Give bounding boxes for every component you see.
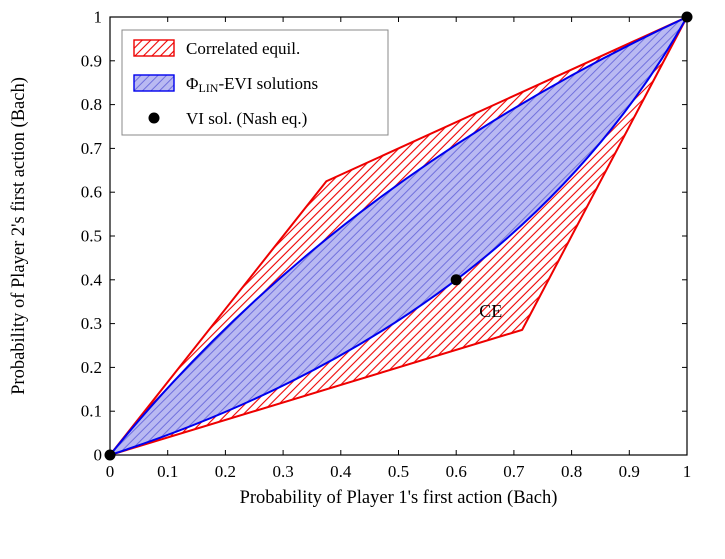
x-tick-label: 0.7 <box>503 462 525 481</box>
y-axis-title: Probability of Player 2's first action (… <box>9 77 29 395</box>
legend-label-evi-subscript: LIN <box>198 81 218 95</box>
y-tick-label: 0.3 <box>81 314 102 333</box>
vi-nash-point <box>104 449 116 461</box>
y-tick-label: 0 <box>94 446 103 465</box>
y-tick-label: 0.1 <box>81 402 102 421</box>
y-tick-label: 0.9 <box>81 51 102 70</box>
x-tick-label: 0.2 <box>215 462 236 481</box>
x-tick-label: 1 <box>683 462 692 481</box>
legend-label-evi-suffix: -EVI solutions <box>218 74 318 93</box>
x-tick-label: 0.9 <box>619 462 640 481</box>
y-tick-label: 0.2 <box>81 358 102 377</box>
ce-annotation: CE <box>479 301 502 321</box>
x-tick-label: 0.5 <box>388 462 409 481</box>
vi-nash-point <box>450 274 462 286</box>
legend-marker-vi <box>148 112 160 124</box>
vi-nash-point <box>681 11 693 23</box>
legend-label-correlated: Correlated equil. <box>186 39 300 58</box>
y-tick-label: 0.5 <box>81 227 102 246</box>
legend-swatch-evi <box>133 74 175 92</box>
x-tick-label: 0.1 <box>157 462 178 481</box>
y-tick-label: 0.4 <box>81 270 103 289</box>
legend-label-evi-phi: Φ <box>186 74 198 93</box>
y-tick-label: 1 <box>94 8 103 27</box>
y-tick-label: 0.7 <box>81 139 103 158</box>
legend-label-vi: VI sol. (Nash eq.) <box>186 109 307 128</box>
x-tick-label: 0 <box>106 462 115 481</box>
legend-label-evi: ΦLIN-EVI solutions <box>186 74 318 95</box>
x-tick-label: 0.6 <box>446 462 467 481</box>
y-tick-label: 0.8 <box>81 95 102 114</box>
x-tick-label: 0.3 <box>272 462 293 481</box>
y-tick-label: 0.6 <box>81 183 102 202</box>
x-axis-title: Probability of Player 1's first action (… <box>240 488 558 508</box>
x-tick-label: 0.4 <box>330 462 352 481</box>
x-tick-label: 0.8 <box>561 462 582 481</box>
legend-swatch-correlated <box>133 39 175 57</box>
